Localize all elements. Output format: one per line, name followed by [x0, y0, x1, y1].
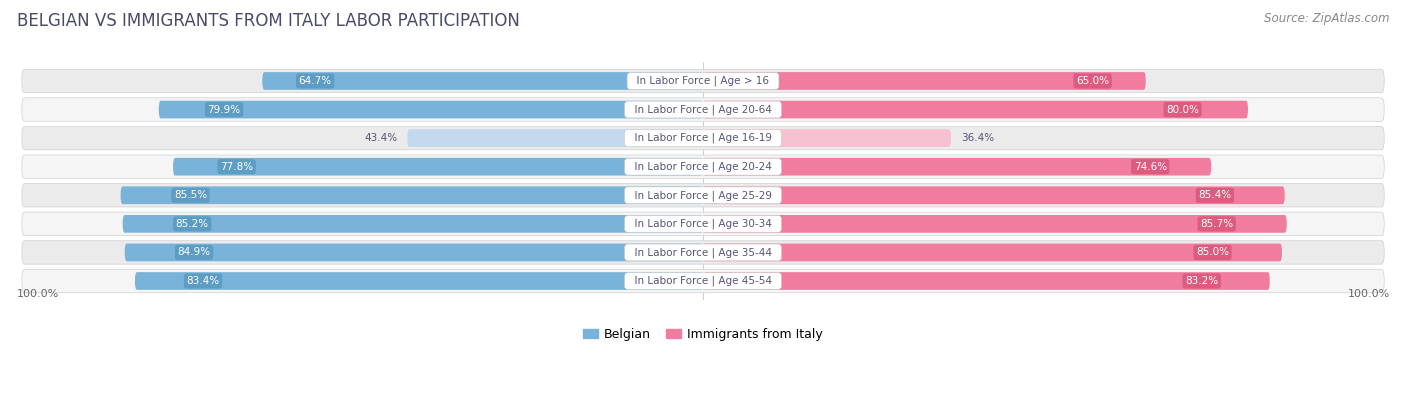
Text: 64.7%: 64.7% — [298, 76, 332, 86]
Text: Source: ZipAtlas.com: Source: ZipAtlas.com — [1264, 12, 1389, 25]
FancyBboxPatch shape — [173, 158, 703, 175]
Text: 65.0%: 65.0% — [1076, 76, 1109, 86]
Text: 74.6%: 74.6% — [1133, 162, 1167, 172]
Text: 84.9%: 84.9% — [177, 247, 211, 258]
FancyBboxPatch shape — [703, 72, 1146, 90]
Text: In Labor Force | Age 25-29: In Labor Force | Age 25-29 — [627, 190, 779, 201]
Text: 80.0%: 80.0% — [1166, 105, 1199, 115]
Text: In Labor Force | Age 16-19: In Labor Force | Age 16-19 — [627, 133, 779, 143]
Text: 85.0%: 85.0% — [1197, 247, 1229, 258]
Text: In Labor Force | Age 35-44: In Labor Force | Age 35-44 — [627, 247, 779, 258]
Text: 85.4%: 85.4% — [1198, 190, 1232, 200]
FancyBboxPatch shape — [703, 186, 1285, 204]
FancyBboxPatch shape — [703, 101, 1249, 118]
FancyBboxPatch shape — [22, 212, 1384, 235]
Legend: Belgian, Immigrants from Italy: Belgian, Immigrants from Italy — [578, 323, 828, 346]
Text: 100.0%: 100.0% — [17, 289, 59, 299]
Text: 36.4%: 36.4% — [962, 133, 994, 143]
Text: 79.9%: 79.9% — [208, 105, 240, 115]
FancyBboxPatch shape — [263, 72, 703, 90]
FancyBboxPatch shape — [408, 129, 703, 147]
FancyBboxPatch shape — [122, 215, 703, 233]
Text: In Labor Force | Age 20-64: In Labor Force | Age 20-64 — [628, 104, 778, 115]
FancyBboxPatch shape — [703, 215, 1286, 233]
FancyBboxPatch shape — [22, 184, 1384, 207]
FancyBboxPatch shape — [22, 269, 1384, 293]
FancyBboxPatch shape — [22, 126, 1384, 150]
Text: In Labor Force | Age 30-34: In Labor Force | Age 30-34 — [628, 218, 778, 229]
FancyBboxPatch shape — [22, 98, 1384, 121]
FancyBboxPatch shape — [121, 186, 703, 204]
Text: BELGIAN VS IMMIGRANTS FROM ITALY LABOR PARTICIPATION: BELGIAN VS IMMIGRANTS FROM ITALY LABOR P… — [17, 12, 520, 30]
Text: In Labor Force | Age 45-54: In Labor Force | Age 45-54 — [627, 276, 779, 286]
FancyBboxPatch shape — [703, 272, 1270, 290]
FancyBboxPatch shape — [703, 158, 1211, 175]
Text: 83.2%: 83.2% — [1185, 276, 1219, 286]
FancyBboxPatch shape — [125, 244, 703, 261]
Text: 100.0%: 100.0% — [1347, 289, 1389, 299]
FancyBboxPatch shape — [135, 272, 703, 290]
Text: 77.8%: 77.8% — [221, 162, 253, 172]
FancyBboxPatch shape — [22, 69, 1384, 93]
Text: 85.2%: 85.2% — [176, 219, 209, 229]
FancyBboxPatch shape — [703, 129, 950, 147]
Text: 83.4%: 83.4% — [187, 276, 219, 286]
FancyBboxPatch shape — [703, 244, 1282, 261]
Text: In Labor Force | Age 20-24: In Labor Force | Age 20-24 — [628, 162, 778, 172]
FancyBboxPatch shape — [159, 101, 703, 118]
Text: 85.5%: 85.5% — [174, 190, 207, 200]
Text: 85.7%: 85.7% — [1201, 219, 1233, 229]
Text: 43.4%: 43.4% — [364, 133, 396, 143]
FancyBboxPatch shape — [22, 241, 1384, 264]
Text: In Labor Force | Age > 16: In Labor Force | Age > 16 — [630, 76, 776, 86]
FancyBboxPatch shape — [22, 155, 1384, 179]
